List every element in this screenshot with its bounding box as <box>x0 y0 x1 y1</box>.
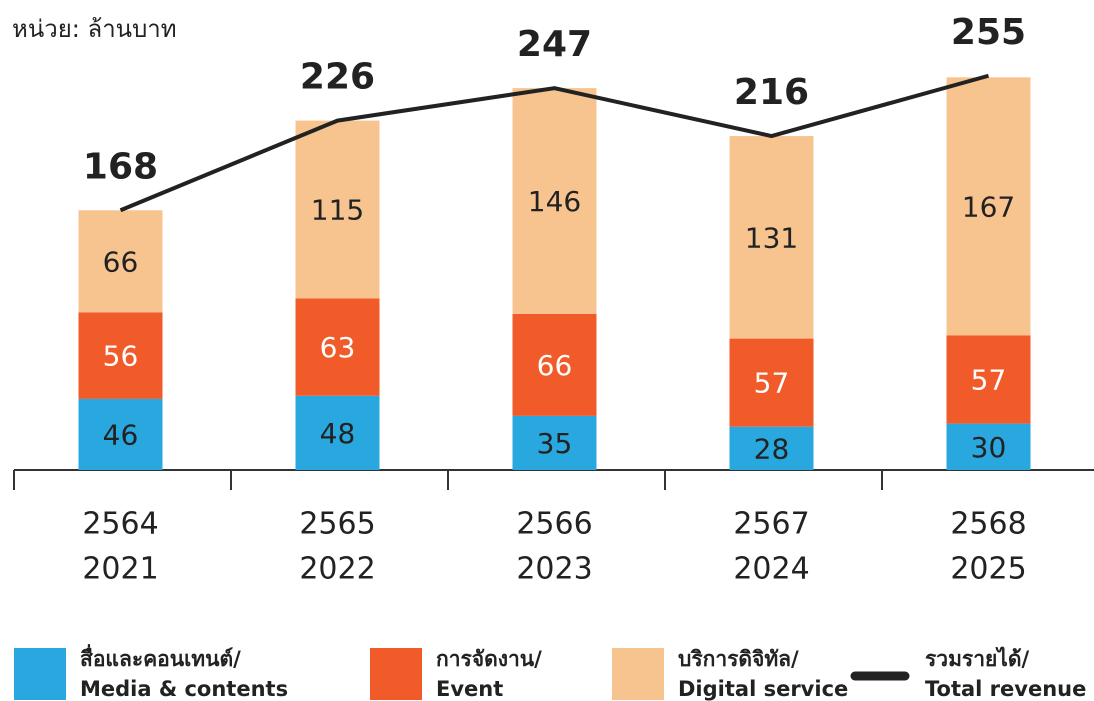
x-tick-label: 2022 <box>299 552 375 587</box>
data-label: 35 <box>537 427 573 460</box>
bar-segment <box>295 395 380 470</box>
bar-segment <box>78 210 163 313</box>
data-label: 28 <box>754 432 790 465</box>
data-label: 57 <box>754 367 790 400</box>
data-label: 48 <box>320 417 356 450</box>
legend-label: Event <box>436 677 503 701</box>
legend-label: สื่อและคอนเทนต์/ <box>80 643 241 671</box>
data-label: 46 <box>103 418 139 451</box>
data-label: 66 <box>103 245 139 278</box>
x-tick-label: 2023 <box>516 552 592 587</box>
x-tick-label: 2025 <box>950 552 1026 587</box>
legend-label: Media & contents <box>80 677 288 701</box>
x-tick-label: 2565 <box>299 507 375 542</box>
legend-swatch <box>612 648 664 700</box>
legend-label: รวมรายได้/ <box>925 646 1029 671</box>
legend-label: Digital service <box>678 677 848 701</box>
total-label: 255 <box>951 12 1026 53</box>
bar-segment <box>729 426 814 470</box>
data-label: 115 <box>311 193 364 226</box>
legend-swatch <box>370 648 422 700</box>
bar-segment <box>946 77 1031 336</box>
data-label: 56 <box>103 340 139 373</box>
x-tick-label: 2021 <box>82 552 158 587</box>
legend-swatch <box>14 648 66 700</box>
data-label: 63 <box>320 331 356 364</box>
data-label: 66 <box>537 349 573 382</box>
bar-segment <box>78 312 163 399</box>
data-label: 57 <box>971 364 1007 397</box>
x-tick-label: 2024 <box>733 552 809 587</box>
x-tick-label: 2568 <box>950 507 1026 542</box>
unit-label: หน่วย: ล้านบาท <box>12 15 177 43</box>
bar-segment <box>295 120 380 299</box>
data-label: 30 <box>971 431 1007 464</box>
bar-segment <box>78 398 163 470</box>
x-tick-label: 2567 <box>733 507 809 542</box>
total-label: 168 <box>83 146 158 187</box>
bar-segment <box>512 88 597 314</box>
total-label: 247 <box>517 24 592 65</box>
total-line <box>119 73 990 213</box>
legend-label: บริการดิจิทัล/ <box>678 647 799 671</box>
total-label: 216 <box>734 72 809 113</box>
data-label: 131 <box>745 221 798 254</box>
legend-label: Total revenue <box>925 677 1086 701</box>
bar-segment <box>512 415 597 470</box>
bar-segment <box>729 136 814 339</box>
bar-segment <box>295 298 380 396</box>
data-label: 167 <box>962 190 1015 223</box>
data-label: 146 <box>528 185 581 218</box>
x-tick-label: 2564 <box>82 507 158 542</box>
total-label: 226 <box>300 57 375 98</box>
bar-segment <box>946 423 1031 470</box>
bar-segment <box>729 338 814 427</box>
bar-segment <box>512 313 597 416</box>
x-tick-label: 2566 <box>516 507 592 542</box>
bar-segment <box>946 335 1031 424</box>
legend-label: การจัดงาน/ <box>436 647 542 671</box>
